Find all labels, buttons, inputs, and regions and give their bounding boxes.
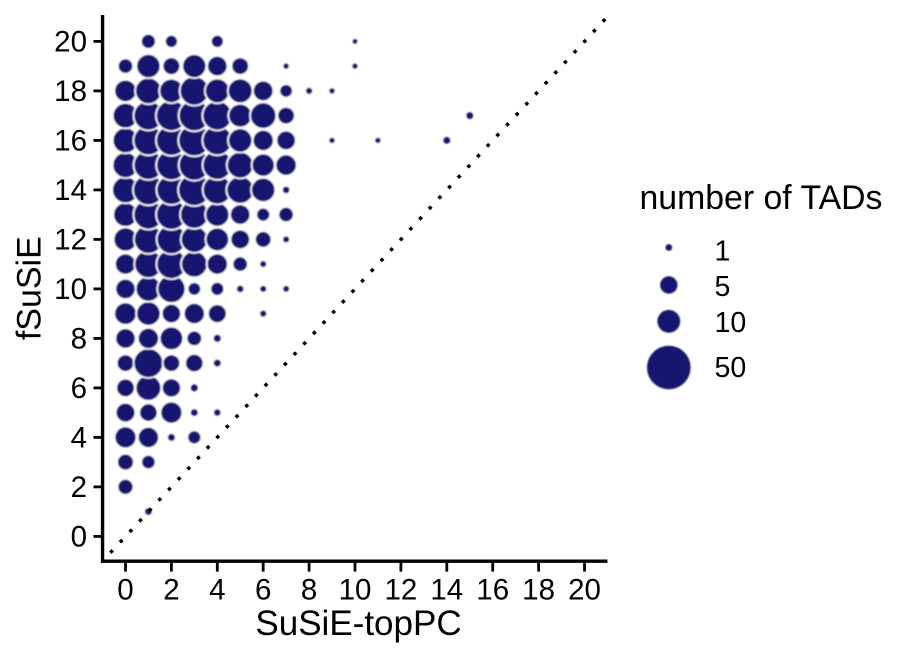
svg-text:20: 20 xyxy=(568,574,601,607)
svg-text:6: 6 xyxy=(255,574,271,607)
svg-text:18: 18 xyxy=(522,574,555,607)
svg-text:14: 14 xyxy=(430,574,463,607)
svg-text:10: 10 xyxy=(339,574,372,607)
svg-text:18: 18 xyxy=(54,75,87,108)
svg-text:5: 5 xyxy=(715,271,731,303)
svg-text:12: 12 xyxy=(54,224,87,257)
svg-text:10: 10 xyxy=(54,273,87,306)
svg-text:8: 8 xyxy=(71,323,87,356)
svg-text:20: 20 xyxy=(54,26,87,59)
svg-text:0: 0 xyxy=(117,574,133,607)
svg-text:16: 16 xyxy=(54,125,87,158)
svg-text:50: 50 xyxy=(715,352,747,384)
svg-text:6: 6 xyxy=(71,372,87,405)
svg-text:4: 4 xyxy=(209,574,225,607)
svg-text:0: 0 xyxy=(71,521,87,554)
svg-text:2: 2 xyxy=(163,574,179,607)
svg-text:8: 8 xyxy=(301,574,317,607)
svg-text:2: 2 xyxy=(71,471,87,504)
svg-text:fSuSiE: fSuSiE xyxy=(11,236,49,340)
svg-text:1: 1 xyxy=(715,235,731,267)
svg-text:16: 16 xyxy=(476,574,509,607)
svg-text:12: 12 xyxy=(384,574,417,607)
svg-text:14: 14 xyxy=(54,174,87,207)
svg-text:10: 10 xyxy=(715,307,747,339)
svg-text:number of TADs: number of TADs xyxy=(640,179,883,217)
svg-text:4: 4 xyxy=(71,422,87,455)
svg-text:SuSiE-topPC: SuSiE-topPC xyxy=(255,604,461,643)
